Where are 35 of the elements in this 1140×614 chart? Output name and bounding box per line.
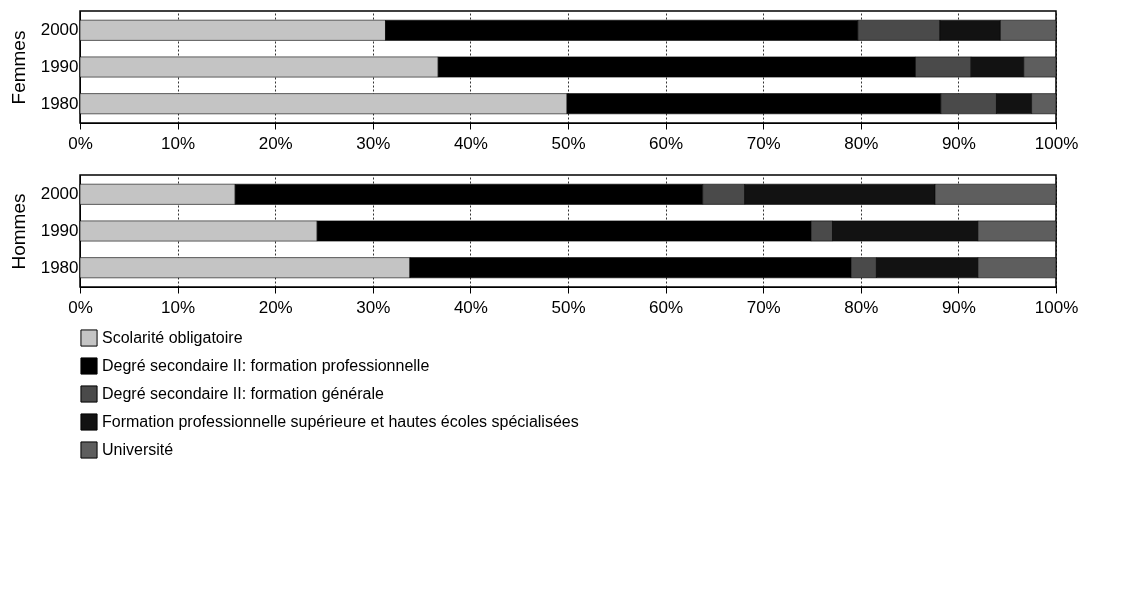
y-tick-label: 1990 [40,221,79,240]
x-tick-label: 50% [551,297,586,317]
legend-label: Scolarité obligatoire [102,329,243,346]
x-tick-label: 30% [356,133,391,153]
x-tick-label: 100% [1034,297,1079,317]
x-tick-label: 0% [68,133,93,153]
x-tick-label: 40% [453,297,488,317]
x-tick-label: 90% [941,133,976,153]
x-tick-label: 60% [649,133,684,153]
legend-label: Formation professionnelle supérieure et hautes écoles spécialisées [102,413,579,430]
y-tick-label: 2000 [40,20,79,40]
x-tick-label: 80% [844,297,879,317]
x-tick-label: 20% [258,297,293,317]
y-axis-title: Hommes [7,193,29,270]
y-tick-label: 2000 [40,184,79,204]
y-tick-label: 1990 [40,57,79,76]
x-tick-label: 0% [68,297,93,317]
y-axis-title: Femmes [7,30,29,105]
x-tick-label: 60% [649,297,684,317]
x-tick-label: 50% [551,133,586,153]
x-tick-label: 20% [258,133,293,153]
x-tick-label: 100% [1034,133,1079,153]
y-tick-label: 1980 [40,93,79,113]
x-tick-label: 10% [161,297,196,317]
x-tick-label: 90% [941,297,976,317]
y-tick-label: 1980 [40,257,79,277]
x-tick-label: 30% [356,297,391,317]
legend-label: Degré secondaire II: formation professionnelle [102,357,430,374]
x-tick-label: 80% [844,133,879,153]
x-tick-label: 10% [161,133,196,153]
x-tick-label: 70% [746,133,781,153]
legend-label: Degré secondaire II: formation générale [102,385,385,402]
x-tick-label: 40% [453,133,488,153]
x-tick-label: 70% [746,297,781,317]
legend-label: Université [102,441,174,458]
